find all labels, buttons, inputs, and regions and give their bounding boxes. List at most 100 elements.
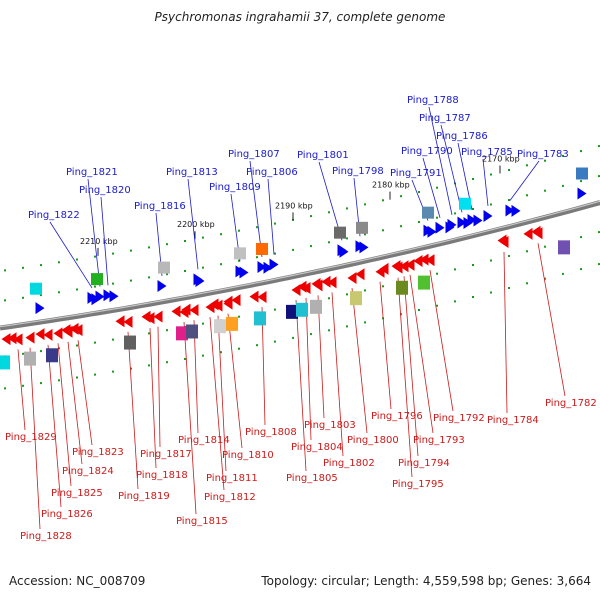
genome-summary: Topology: circular; Length: 4,559,598 bp… [261,574,591,588]
track-dot [490,291,492,294]
genome-backbone [0,200,600,331]
minus-gene-arrow-extra [419,253,429,266]
minus-gene-label: Ping_1819 [118,491,170,502]
plus-gene-arrow-extra [577,187,587,200]
minus-gene-arrow-extra [115,315,125,328]
minus-gene-arrow [25,331,35,344]
track-dot [76,376,78,379]
minus-gene-label: Ping_1782 [545,398,597,409]
track-dot [544,159,546,162]
track-dot [310,245,312,248]
plus-gene-leader [509,160,540,201]
plus-gene-arrow [103,289,113,302]
track-dot [598,175,600,178]
plus-gene-arrow-extra [445,221,455,234]
track-dot [58,261,60,264]
track-dot [58,347,60,350]
minus-gene-label: Ping_1812 [204,492,256,503]
track-dot [220,233,222,236]
track-dot [364,289,366,292]
plus-gene-label: Ping_1791 [390,168,442,179]
minus-gene-arrow [153,310,163,323]
minus-feature-block [296,302,308,317]
minus-gene-leader [17,349,26,431]
minus-gene-leader [305,297,312,441]
plus-gene-label: Ping_1798 [332,166,384,177]
minus-gene-leader [209,317,225,491]
track-dot [256,226,258,229]
minus-gene-leader [193,320,199,434]
track-dot [580,236,582,239]
track-dot [562,184,564,187]
minus-gene-leader [217,315,227,472]
minus-gene-arrow-extra [141,310,151,323]
plus-gene-arrow [435,221,445,234]
track-dot [580,150,582,153]
plus-gene-label: Ping_1783 [517,149,569,160]
minus-gene-label: Ping_1810 [222,450,274,461]
track-dot [130,367,132,370]
track-dot [274,222,276,225]
plus-gene-leader [100,196,109,286]
plus-feature-block [91,273,103,286]
minus-feature-block [46,348,58,363]
minus-feature-block [396,280,408,295]
minus-gene-arrow-extra [321,275,331,288]
minus-gene-arrow-extra [311,277,321,290]
minus-gene-arrow-extra [231,294,241,307]
minus-gene-leader [29,347,41,530]
track-dot [346,237,348,240]
track-dot [436,216,438,219]
ruler-tick-label: 2180 kbp [372,181,410,190]
minus-gene-label: Ping_1800 [347,435,399,446]
minus-gene-leader [67,341,83,465]
plus-feature-block [422,206,434,219]
minus-gene-label: Ping_1805 [286,473,338,484]
track-dot [310,333,312,336]
track-dot [544,189,546,192]
minus-gene-label: Ping_1824 [62,466,114,477]
minus-gene-arrow-extra [379,262,389,275]
minus-feature-block [254,311,266,326]
track-dot [130,249,132,252]
minus-gene-label: Ping_1828 [20,531,72,542]
track-dot [238,229,240,232]
track-dot [166,361,168,364]
minus-gene-label: Ping_1811 [206,473,258,484]
minus-gene-arrow-extra [523,227,533,240]
plus-gene-arrow-extra [195,275,205,287]
minus-gene-label: Ping_1793 [413,435,465,446]
track-dot [274,340,276,343]
track-dot [238,347,240,350]
track-dot [184,270,186,272]
minus-feature-block [286,304,298,319]
minus-gene-leader [537,243,566,397]
track-dot [40,264,42,267]
minus-feature-block [176,326,188,341]
track-dot [508,255,510,257]
minus-gene-arrow-extra [69,322,79,335]
track-dot [202,354,204,357]
minus-feature-block [310,299,322,314]
track-dot [4,299,6,302]
minus-feature-block [0,355,10,370]
plus-gene-arrow-extra [511,204,521,217]
minus-gene-arrow [327,276,337,289]
plus-feature-block [234,247,246,260]
plus-gene-arrow-extra [339,245,349,258]
minus-gene-arrow [13,333,23,346]
plus-gene-label: Ping_1813 [166,167,218,178]
minus-gene-leader [379,281,392,410]
track-dot [166,243,168,246]
minus-gene-leader [331,292,344,457]
minus-gene-arrow-extra [391,260,401,273]
plus-feature-block [158,261,170,274]
minus-gene-leader [47,344,62,508]
minus-gene-arrow-extra [1,333,11,346]
plus-gene-label: Ping_1816 [134,201,186,212]
track-dot [490,259,492,262]
plus-gene-leader [249,160,263,258]
track-dot [472,208,474,210]
minus-gene-label: Ping_1796 [371,411,423,422]
